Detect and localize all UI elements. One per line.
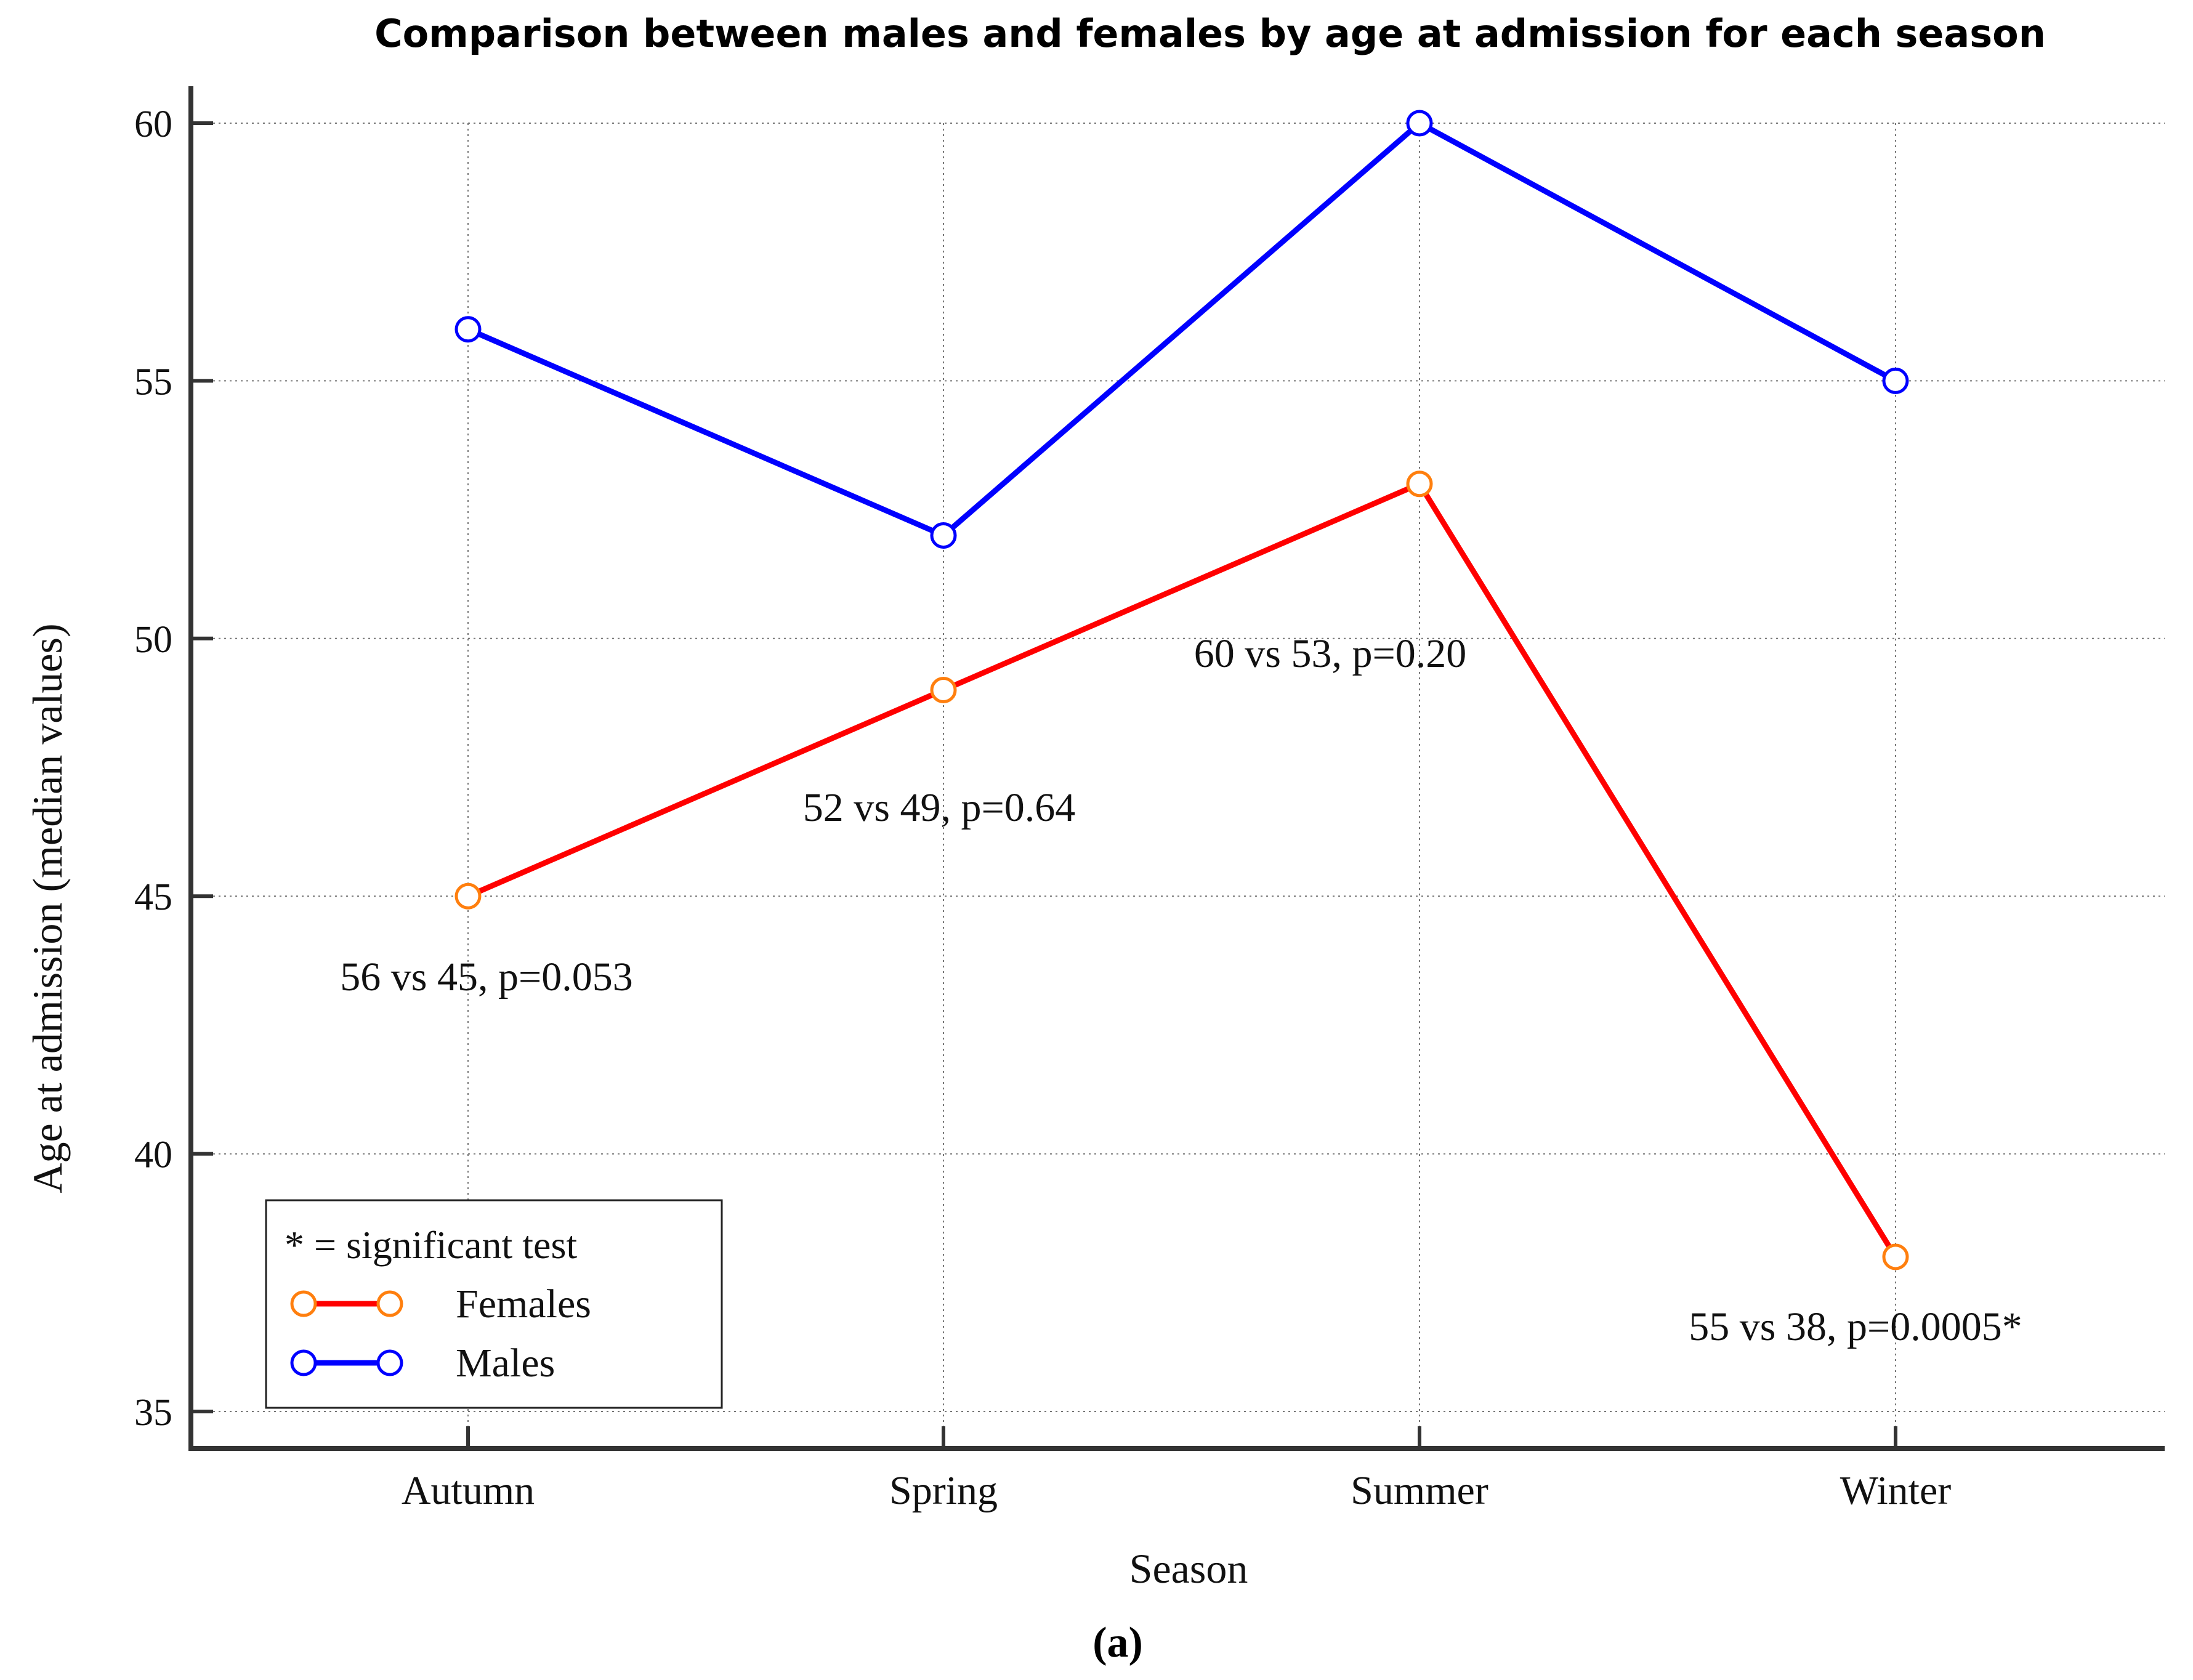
y-tick-label: 60 <box>134 103 172 145</box>
data-point-females <box>930 676 957 703</box>
legend-marker-males <box>290 1349 317 1376</box>
data-point-males <box>1882 367 1909 394</box>
data-point-males <box>1406 110 1433 137</box>
data-point-males <box>930 522 957 549</box>
y-tick-label: 55 <box>134 361 172 403</box>
chart-title: Comparison between males and females by … <box>374 11 2046 56</box>
legend-marker-females <box>290 1290 317 1317</box>
annotation-spring: 52 vs 49, p=0.64 <box>803 785 1075 830</box>
series-line-males <box>467 120 1897 538</box>
legend-marker-males <box>376 1349 403 1376</box>
annotation-summer: 60 vs 53, p=0.20 <box>1194 631 1466 676</box>
series-line-females <box>467 481 1898 1259</box>
legend: * = significant test Females Males <box>265 1199 723 1409</box>
legend-label-females: Females <box>456 1282 591 1327</box>
legend-note: * = significant test <box>285 1223 577 1267</box>
legend-entry-females: Females <box>290 1282 591 1327</box>
legend-marker-females <box>376 1290 403 1317</box>
figure-caption: (a) <box>1092 1619 1143 1666</box>
legend-label-males: Males <box>456 1341 555 1386</box>
x-tick-label: Winter <box>1840 1468 1952 1513</box>
data-point-females <box>454 882 482 910</box>
x-tick-label: Autumn <box>402 1468 535 1513</box>
axes: 35 40 45 50 55 60 Autumn Spring Summer Winter <box>134 86 2165 1513</box>
series-layer <box>454 110 1909 1270</box>
series-females <box>454 470 1909 1270</box>
x-tick-label: Summer <box>1351 1468 1488 1513</box>
data-point-males <box>454 316 482 343</box>
data-point-females <box>1406 470 1433 498</box>
legend-entry-males: Males <box>290 1341 555 1386</box>
annotation-autumn: 56 vs 45, p=0.053 <box>340 955 632 1000</box>
y-tick-label: 45 <box>134 876 172 918</box>
data-point-females <box>1882 1243 1909 1270</box>
x-tick-label: Spring <box>889 1468 998 1513</box>
annotation-winter: 55 vs 38, p=0.0005* <box>1689 1304 2022 1349</box>
y-tick-label: 50 <box>134 619 172 661</box>
annotations: 56 vs 45, p=0.053 52 vs 49, p=0.64 60 vs 5… <box>340 631 2022 1349</box>
y-axis-label: Age at admission (median values) <box>24 623 71 1193</box>
x-axis-label: Season <box>1129 1545 1248 1592</box>
y-tick-label: 40 <box>134 1134 172 1176</box>
legend-entries: Females Males <box>290 1282 591 1386</box>
y-tick-label: 35 <box>134 1392 172 1434</box>
series-males <box>454 110 1909 549</box>
